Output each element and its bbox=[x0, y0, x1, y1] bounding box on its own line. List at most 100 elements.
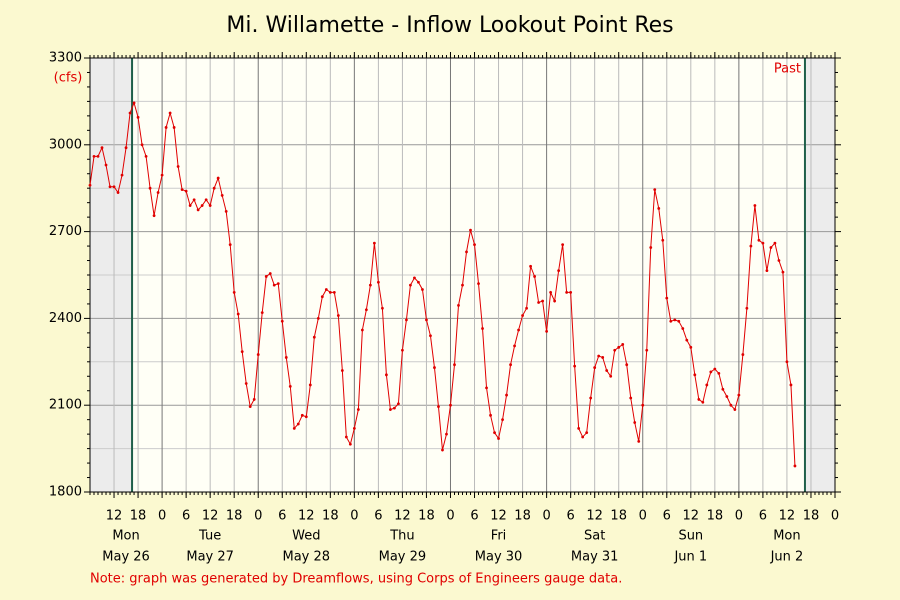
data-point bbox=[641, 403, 645, 407]
date-label: Jun 1 bbox=[673, 550, 707, 565]
data-point bbox=[104, 163, 108, 167]
data-point bbox=[152, 214, 156, 218]
chart-title: Mi. Willamette - Inflow Lookout Point Re… bbox=[226, 13, 673, 38]
data-point bbox=[473, 243, 476, 247]
data-point bbox=[573, 364, 577, 368]
data-point bbox=[429, 334, 432, 338]
data-point bbox=[200, 204, 204, 207]
data-point bbox=[533, 275, 536, 278]
data-point bbox=[308, 383, 312, 387]
x-tick-label: 12 bbox=[202, 509, 219, 524]
data-point bbox=[417, 280, 420, 284]
data-point bbox=[753, 204, 757, 207]
data-point bbox=[689, 345, 693, 349]
data-point bbox=[136, 115, 140, 119]
weekday-label: Sat bbox=[584, 529, 605, 544]
data-point bbox=[557, 269, 561, 273]
data-point bbox=[569, 290, 573, 294]
data-point bbox=[405, 318, 408, 322]
data-point bbox=[96, 154, 100, 158]
data-point bbox=[389, 408, 392, 411]
x-tick-label: 18 bbox=[610, 509, 627, 524]
date-label: May 26 bbox=[102, 550, 150, 565]
data-point bbox=[565, 290, 569, 294]
data-point bbox=[160, 173, 164, 177]
data-point bbox=[180, 188, 184, 192]
data-point bbox=[469, 228, 472, 232]
x-tick-label: 18 bbox=[418, 509, 435, 524]
x-tick-label: 6 bbox=[278, 509, 286, 524]
data-point bbox=[709, 370, 713, 374]
data-point bbox=[220, 194, 224, 197]
data-point bbox=[240, 350, 244, 354]
note: Note: graph was generated by Dreamflows,… bbox=[90, 572, 622, 587]
data-point bbox=[425, 318, 428, 322]
data-point bbox=[525, 306, 528, 310]
data-point bbox=[413, 276, 416, 280]
data-point bbox=[681, 327, 685, 330]
data-point bbox=[172, 126, 176, 129]
data-point bbox=[669, 319, 673, 323]
x-tick-label: 12 bbox=[106, 509, 123, 524]
y-tick-label: 2400 bbox=[49, 311, 82, 326]
date-label: May 27 bbox=[186, 550, 234, 565]
data-point bbox=[288, 384, 292, 388]
data-point bbox=[236, 312, 240, 316]
data-point bbox=[433, 366, 436, 369]
data-point bbox=[344, 435, 348, 439]
data-point bbox=[401, 348, 404, 352]
data-point bbox=[453, 363, 456, 367]
plot-border bbox=[89, 57, 836, 493]
data-point bbox=[509, 363, 512, 367]
data-point bbox=[609, 374, 613, 378]
data-point bbox=[733, 408, 737, 411]
x-tick-label: 12 bbox=[298, 509, 315, 524]
x-tick-label: 0 bbox=[542, 509, 550, 524]
data-point bbox=[140, 143, 144, 147]
x-tick-label: 0 bbox=[446, 509, 454, 524]
data-point bbox=[549, 290, 553, 294]
data-point bbox=[605, 369, 609, 372]
data-point bbox=[729, 403, 733, 407]
data-point bbox=[749, 244, 753, 248]
x-tick-label: 18 bbox=[514, 509, 531, 524]
x-tick-label: 18 bbox=[322, 509, 339, 524]
date-label: Jun 2 bbox=[770, 550, 804, 565]
data-point bbox=[465, 250, 468, 254]
data-point bbox=[364, 308, 368, 312]
data-point bbox=[128, 111, 132, 115]
x-tick-label: 12 bbox=[586, 509, 603, 524]
data-point bbox=[244, 382, 248, 385]
x-tick-label: 0 bbox=[831, 509, 839, 524]
x-tick-label: 12 bbox=[490, 509, 507, 524]
data-point bbox=[489, 413, 492, 417]
data-point bbox=[397, 402, 400, 406]
x-tick-label: 6 bbox=[567, 509, 575, 524]
data-point bbox=[713, 367, 717, 371]
data-point bbox=[264, 275, 268, 278]
date-label: May 30 bbox=[475, 550, 523, 565]
data-point bbox=[621, 343, 625, 346]
data-point bbox=[168, 111, 172, 115]
data-point bbox=[372, 241, 376, 245]
data-point bbox=[485, 386, 488, 390]
data-point bbox=[589, 396, 593, 400]
weekday-label: Thu bbox=[389, 529, 414, 544]
data-point bbox=[124, 146, 128, 150]
data-point bbox=[521, 314, 524, 317]
data-point bbox=[617, 345, 621, 349]
x-tick-label: 12 bbox=[394, 509, 411, 524]
data-point bbox=[108, 185, 112, 189]
data-point bbox=[789, 383, 793, 387]
data-point bbox=[272, 283, 276, 287]
x-tick-label: 6 bbox=[374, 509, 382, 524]
date-label: May 31 bbox=[571, 550, 619, 565]
data-point bbox=[316, 317, 320, 320]
data-point bbox=[717, 371, 721, 375]
data-point bbox=[477, 282, 480, 286]
data-point bbox=[441, 448, 444, 452]
annotation: Past bbox=[774, 62, 801, 77]
data-point bbox=[577, 426, 581, 430]
data-point bbox=[769, 246, 773, 249]
